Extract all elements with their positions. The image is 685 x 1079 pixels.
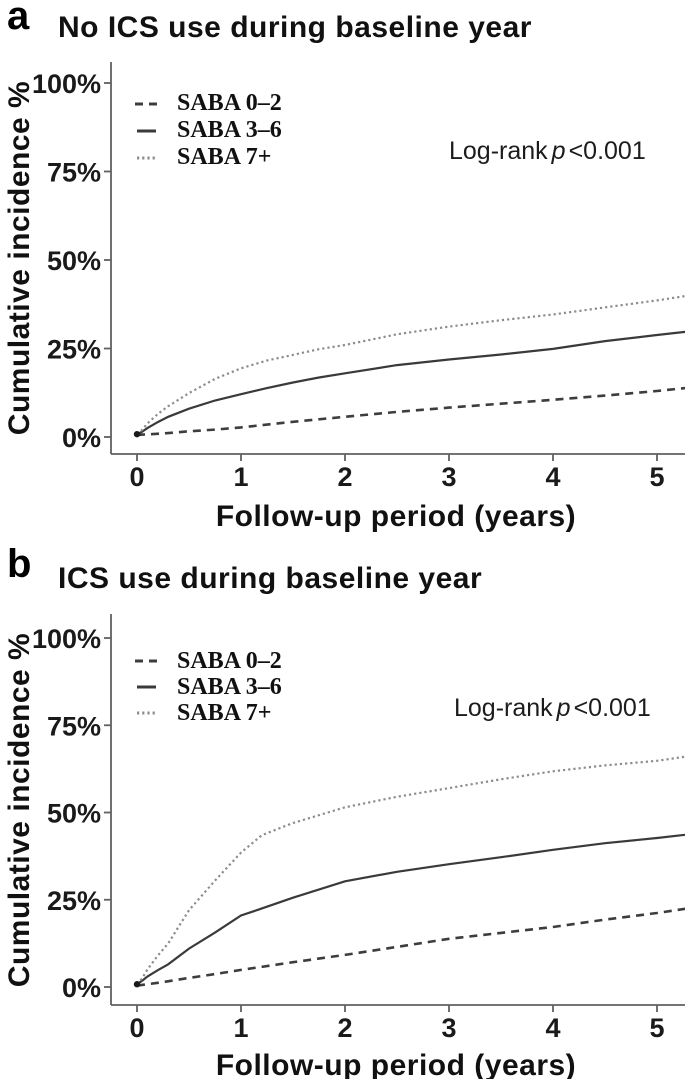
dashed-line-sample-icon	[135, 102, 159, 105]
curve-saba-7-	[136, 295, 685, 436]
y-axis-title-a: Cumulative incidence %	[3, 80, 36, 436]
dashed-line-sample-icon	[135, 659, 159, 663]
x-tick-label: 2	[337, 1013, 352, 1043]
logrank-value: <0.001	[573, 694, 651, 722]
y-tick-label: 100%	[32, 69, 101, 99]
x-tick-label: 5	[649, 1013, 664, 1043]
logrank-prefix: Log-rank	[449, 137, 548, 165]
x-tick-label: 3	[441, 462, 456, 492]
legend-item-saba-3-6: SABA 3–6	[134, 674, 282, 700]
x-tick-label: 5	[649, 462, 664, 492]
panel-title-b: ICS use during baseline year	[58, 562, 483, 595]
curve-saba-3-6	[136, 833, 685, 986]
legend-b: SABA 0–2 SABA 3–6 SABA 7+	[134, 648, 282, 726]
panel-title-a: No ICS use during baseline year	[58, 11, 532, 44]
curve-saba-0-2	[136, 386, 685, 437]
legend-item-saba-3-6: SABA 3–6	[134, 117, 282, 144]
x-tick-label: 2	[337, 462, 352, 492]
legend-item-saba-7plus: SABA 7+	[134, 144, 282, 171]
x-axis-title-a: Follow-up period (years)	[215, 500, 577, 533]
legend-label: SABA 7+	[177, 144, 272, 170]
y-tick-label: 50%	[47, 799, 101, 829]
legend-label: SABA 0–2	[177, 647, 282, 674]
legend-label: SABA 7+	[177, 699, 272, 726]
y-tick-label: 100%	[32, 624, 101, 654]
x-tick-label: 1	[233, 1013, 248, 1043]
curve-saba-3-6	[136, 330, 685, 436]
curve-saba-7-	[136, 755, 685, 985]
panel-label-b: b	[7, 542, 32, 586]
x-tick-label: 0	[129, 1013, 144, 1043]
legend-label: SABA 3–6	[177, 673, 282, 700]
y-tick-label: 75%	[47, 711, 101, 741]
y-tick-label: 25%	[47, 886, 101, 916]
y-tick-label: 50%	[47, 246, 101, 276]
x-tick-label: 4	[545, 462, 560, 492]
panel-label-a: a	[7, 0, 30, 38]
y-tick-label: 0%	[62, 973, 101, 1003]
logrank-value: <0.001	[568, 137, 646, 165]
logrank-prefix: Log-rank	[454, 694, 553, 722]
y-tick-label: 0%	[62, 423, 101, 453]
y-tick-label: 25%	[47, 335, 101, 365]
legend-item-saba-0-2: SABA 0–2	[134, 648, 282, 674]
legend-label: SABA 3–6	[177, 117, 282, 143]
solid-line-sample-icon	[137, 685, 156, 689]
legend-a: SABA 0–2 SABA 3–6 SABA 7+	[134, 90, 282, 171]
x-axis-title-b: Follow-up period (years)	[215, 1049, 577, 1079]
x-tick-label: 0	[129, 462, 144, 492]
x-tick-label: 4	[545, 1013, 560, 1043]
legend-item-saba-0-2: SABA 0–2	[134, 90, 282, 117]
logrank-p-symbol: p	[556, 694, 571, 722]
solid-line-sample-icon	[137, 129, 156, 132]
logrank-annotation-a: Log-rank p <0.001	[449, 137, 646, 166]
legend-item-saba-7plus: SABA 7+	[134, 700, 282, 726]
legend-label: SABA 0–2	[177, 90, 282, 116]
curve-saba-0-2	[136, 907, 685, 987]
dotted-line-sample-icon	[137, 711, 156, 715]
dotted-line-sample-icon	[137, 156, 156, 159]
x-tick-label: 3	[441, 1013, 456, 1043]
logrank-annotation-b: Log-rank p <0.001	[454, 694, 651, 723]
curve-origin-point	[133, 430, 141, 438]
logrank-p-symbol: p	[551, 137, 566, 165]
curve-origin-point	[133, 981, 141, 988]
y-axis-title-b: Cumulative incidence %	[3, 632, 36, 988]
y-tick-label: 75%	[47, 158, 101, 188]
x-tick-label: 1	[233, 462, 248, 492]
